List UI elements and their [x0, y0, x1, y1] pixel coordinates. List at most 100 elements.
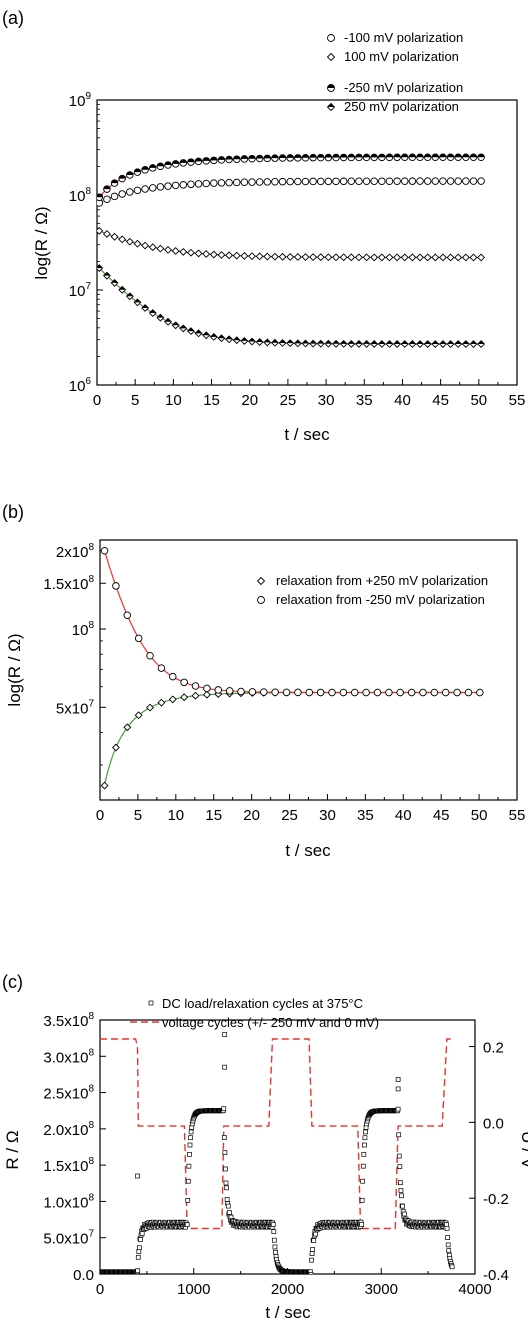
b-xtick-label-base: 20	[243, 807, 260, 824]
a-point-0	[278, 177, 287, 186]
a-point-2-fill	[454, 153, 462, 158]
a-xtick-label: 20	[241, 392, 258, 409]
b-point-1	[203, 684, 211, 693]
a-point-3	[469, 340, 478, 348]
c-legend-label-1: voltage cycles (+/- 250 mV and 0 mV)	[162, 1015, 379, 1030]
b-point-1	[305, 688, 314, 697]
c-resistance-point	[138, 1237, 143, 1242]
a-legend-marker-1	[326, 52, 336, 62]
a-point-0-shape	[477, 177, 485, 185]
a-point-3	[461, 340, 470, 348]
a-xtick-label-base: 20	[241, 392, 258, 409]
a-point-3	[278, 339, 287, 347]
a-point-1-shape	[263, 252, 272, 261]
a-point-3-fill	[103, 272, 111, 276]
a-legend-marker-3	[326, 102, 336, 112]
b-xtick-label: 35	[357, 807, 374, 824]
a-point-1	[225, 251, 234, 260]
a-point-0	[164, 182, 172, 190]
a-point-1-shape	[347, 253, 356, 262]
c-resistance-point-shape	[221, 1135, 227, 1140]
panel-c-data	[100, 1032, 455, 1274]
a-point-0	[393, 177, 401, 185]
a-point-0	[294, 177, 302, 186]
c-resistance-spike-shape	[222, 1032, 228, 1037]
a-ytick-label-exp: 8	[85, 186, 91, 197]
c-resistance-point-shape	[445, 1242, 451, 1248]
a-point-0	[210, 179, 218, 187]
b-point-0-shape	[180, 693, 189, 702]
a-point-2	[400, 153, 409, 162]
a-point-3	[416, 340, 424, 348]
a-point-1	[423, 253, 432, 262]
a-point-3	[164, 317, 172, 326]
c-xtick-label: 1000	[177, 1281, 210, 1298]
a-point-1-shape	[164, 245, 172, 254]
b-point-0	[168, 695, 177, 704]
a-point-2-fill	[157, 162, 164, 167]
a-point-2-fill	[447, 153, 454, 158]
c-resistance-point	[223, 1166, 228, 1172]
a-point-1	[393, 253, 402, 262]
a-point-2-fill	[218, 156, 225, 160]
a-point-2-fill	[248, 155, 256, 159]
a-point-2	[118, 174, 126, 183]
b-xtick-label: 5	[134, 807, 142, 824]
c-resistance-point-shape	[222, 1150, 228, 1155]
a-point-0-shape	[240, 178, 249, 187]
a-point-1	[186, 248, 195, 257]
a-point-1	[102, 230, 111, 238]
a-legend-label-3-base: 250 mV polarization	[344, 99, 459, 114]
a-point-1	[354, 253, 363, 262]
c-resistance-point-shape	[272, 1244, 278, 1250]
a-point-3	[332, 339, 340, 348]
a-point-3-fill	[431, 340, 439, 345]
a-point-0	[332, 177, 340, 186]
a-point-3-fill	[370, 340, 378, 344]
a-point-1	[309, 253, 318, 262]
a-point-1	[400, 253, 409, 262]
a-point-0-shape	[431, 177, 440, 185]
a-point-0	[378, 177, 386, 185]
a-point-2-fill	[424, 153, 431, 158]
a-xtick-label-base: 15	[203, 392, 220, 409]
a-point-2	[103, 185, 111, 193]
a-point-2	[477, 153, 485, 161]
c-resistance-point-shape	[137, 1245, 142, 1251]
a-point-1-shape	[110, 232, 119, 241]
a-point-1-shape	[416, 253, 424, 262]
a-point-3	[301, 339, 310, 348]
c-y2tick-label-base: -0.2	[483, 1191, 509, 1208]
a-point-0-shape	[469, 177, 478, 185]
c-y2tick-label-base: 0.2	[483, 1040, 504, 1057]
a-point-0-shape	[217, 179, 226, 187]
c-resistance-point-shape	[223, 1180, 229, 1186]
a-point-2-fill	[263, 155, 271, 159]
a-point-0-shape	[286, 177, 294, 186]
a-point-2	[393, 153, 401, 162]
a-point-2-fill	[355, 154, 363, 158]
b-point-1	[123, 611, 132, 619]
b-point-1	[373, 688, 382, 697]
a-xtick-label: 30	[318, 392, 335, 409]
a-point-2	[133, 168, 142, 176]
a-point-2	[439, 153, 447, 161]
b-ytick-label-exp: 8	[88, 542, 94, 553]
b-point-1-shape	[464, 688, 473, 697]
a-point-0-shape	[370, 177, 378, 185]
c-ytick-label-exp: 8	[88, 1047, 94, 1058]
a-point-3-fill	[355, 340, 363, 344]
a-point-1-shape	[438, 253, 447, 262]
a-point-2	[362, 153, 371, 162]
c-resistance-point-shape	[223, 1166, 228, 1172]
a-point-1-shape	[255, 252, 264, 261]
a-point-1-shape	[141, 241, 150, 250]
a-point-1	[293, 253, 302, 261]
c-resistance-point	[363, 1129, 368, 1135]
a-point-3	[194, 329, 203, 338]
b-point-1-shape	[385, 688, 393, 697]
a-xtick-label-base: 10	[165, 392, 182, 409]
a-point-2-fill	[195, 158, 202, 162]
c-xtick-label: 4000	[458, 1281, 491, 1298]
b-xtick-label-base: 40	[395, 807, 412, 824]
